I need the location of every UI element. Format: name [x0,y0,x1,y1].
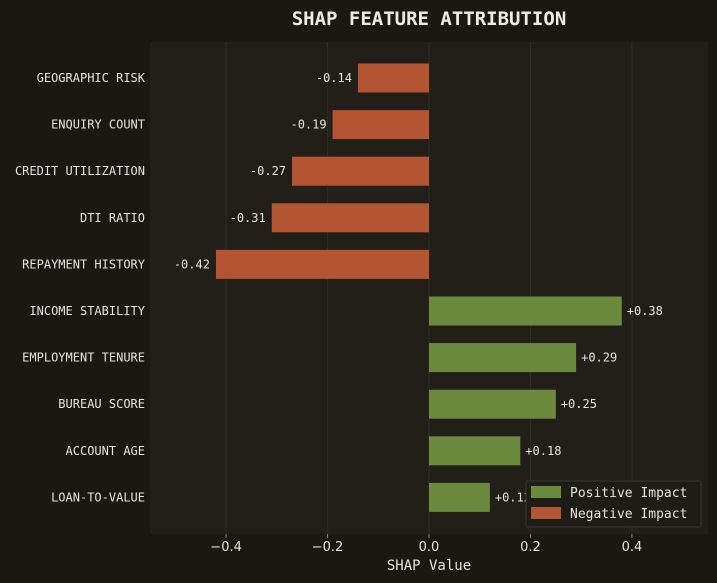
category-label: ACCOUNT AGE [66,444,145,458]
x-tick-label: −0.2 [312,540,344,555]
bar [429,296,622,326]
x-tick-label: 0.4 [622,540,643,555]
data-label: -0.42 [174,257,210,271]
legend-swatch [531,507,561,519]
data-label: -0.27 [250,164,286,178]
bar [429,343,577,373]
x-tick-label: 0.0 [419,540,440,555]
x-tick-label: −0.4 [210,540,242,555]
x-axis-label: SHAP Value [387,558,471,574]
category-label: GEOGRAPHIC RISK [37,71,146,85]
bar [292,156,429,186]
x-axis-ticks: −0.4 −0.2 0.0 0.2 0.4 [210,534,642,555]
category-label: EMPLOYMENT TENURE [22,351,145,365]
data-label: +0.18 [525,444,561,458]
legend-entry: Positive Impact [570,486,687,501]
category-label: CREDIT UTILIZATION [15,164,145,178]
bar [357,63,429,93]
data-label: -0.31 [230,211,266,225]
bar [271,203,429,233]
bar [215,249,429,279]
category-label: INCOME STABILITY [29,304,145,318]
bar [332,110,429,140]
data-label: +0.12 [495,490,531,504]
legend: Positive Impact Negative Impact [525,480,702,528]
bar [429,482,490,512]
category-label: BUREAU SCORE [58,397,145,411]
data-label: +0.29 [581,351,617,365]
category-label: REPAYMENT HISTORY [22,257,146,271]
legend-box [525,480,702,528]
value-labels: -0.14 -0.19 -0.27 -0.31 -0.42 +0.38 +0.29 +0.25… [174,71,663,504]
category-label: LOAN-TO-VALUE [51,490,145,504]
category-label: DTI RATIO [80,211,145,225]
legend-entry: Negative Impact [570,507,687,522]
bar [429,389,556,419]
legend-swatch [531,486,561,498]
category-label: ENQUIRY COUNT [51,118,145,132]
bars [215,63,622,512]
category-labels: GEOGRAPHIC RISK ENQUIRY COUNT CREDIT UTILI… [15,71,146,504]
bar [429,436,521,466]
data-label: +0.25 [561,397,597,411]
chart-title: SHAP FEATURE ATTRIBUTION [292,8,567,30]
data-label: -0.19 [290,118,326,132]
data-label: +0.38 [627,304,663,318]
x-tick-label: 0.2 [520,540,541,555]
data-label: -0.14 [316,71,352,85]
